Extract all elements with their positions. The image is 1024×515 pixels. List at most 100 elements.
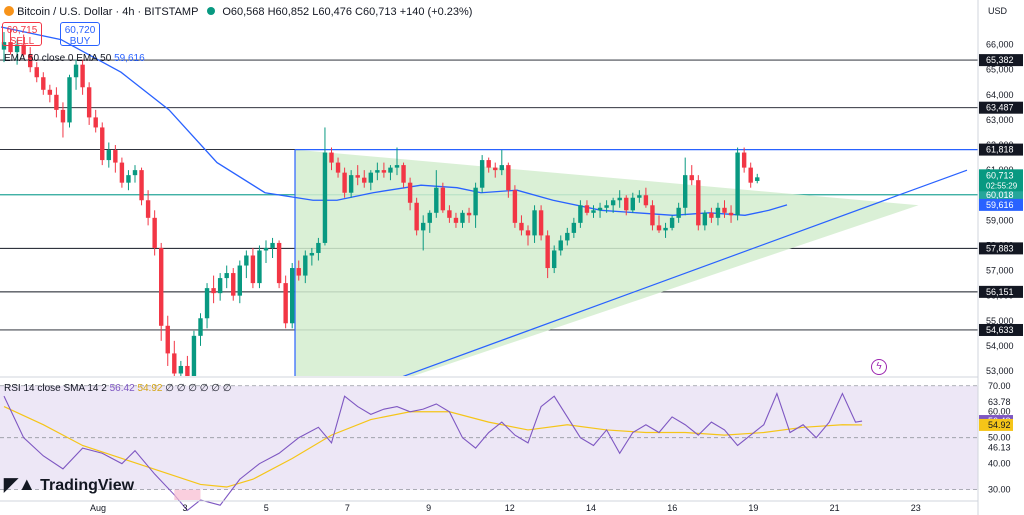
candle-body <box>21 44 26 55</box>
candle <box>434 170 439 218</box>
candle-body <box>460 212 465 223</box>
candle <box>624 195 629 216</box>
candle-body <box>728 212 734 216</box>
candle-body <box>139 170 144 201</box>
candle-body <box>34 67 39 78</box>
candle <box>335 157 341 178</box>
candle-body <box>401 165 406 183</box>
candle-body <box>558 240 563 251</box>
candle-body <box>447 210 452 218</box>
candle-body <box>348 175 354 193</box>
time-tick-label: 16 <box>667 503 677 513</box>
candle <box>152 210 157 256</box>
candle-body <box>388 167 393 173</box>
candle <box>159 242 164 341</box>
candle-body <box>250 255 256 284</box>
rsi-tick-label: 70.00 <box>988 381 1011 391</box>
candle <box>113 145 118 173</box>
candle <box>421 215 426 251</box>
lightning-icon[interactable]: ϟ <box>871 359 887 375</box>
candle-body <box>290 268 295 324</box>
candle <box>571 217 577 238</box>
level-label-box <box>979 143 1023 156</box>
candle <box>34 62 39 83</box>
candle-body <box>309 252 315 256</box>
tradingview-logo: ◤▲ TradingView <box>4 474 134 495</box>
candle <box>60 102 66 138</box>
candle-body <box>126 175 131 183</box>
candle-body <box>303 255 308 276</box>
price-tick-label: 65,000 <box>986 65 1014 75</box>
candle-body <box>722 207 727 213</box>
price-tick-label: 57,000 <box>986 266 1014 276</box>
time-tick-label: 5 <box>264 503 269 513</box>
candle <box>257 245 262 289</box>
price-tick-label: 64,000 <box>986 90 1014 100</box>
candle-body <box>538 210 544 236</box>
candle-body <box>86 87 92 118</box>
ema-value-text: 59,616 <box>986 200 1014 210</box>
candle-body <box>172 353 177 374</box>
candle <box>67 74 72 128</box>
price-tick-label: 53,000 <box>986 366 1014 376</box>
candle <box>427 210 432 233</box>
candle-body <box>427 212 432 223</box>
candle <box>244 250 249 279</box>
sell-button[interactable]: 60,715 SELL <box>2 22 42 47</box>
ascending-triangle <box>294 148 978 376</box>
candle-body <box>683 175 688 208</box>
ema-legend[interactable]: EMA 50 close 0 EMA 50 59,616 <box>4 53 145 64</box>
symbol-title[interactable]: Bitcoin / U.S. Dollar · 4h · BITSTAMP <box>17 6 199 18</box>
candle-body <box>676 207 681 218</box>
candle <box>362 170 367 188</box>
level-label-box <box>979 242 1023 255</box>
candle <box>630 192 635 213</box>
candle-body <box>185 365 190 376</box>
currency-label[interactable]: USD <box>988 6 1008 16</box>
candle <box>185 355 190 376</box>
candle-body <box>741 152 747 168</box>
candle <box>453 212 459 228</box>
candle-body <box>106 150 111 161</box>
rsi-legend[interactable]: RSI 14 close SMA 14 2 56.42 54.92 ∅ ∅ ∅ … <box>4 383 231 394</box>
candle <box>348 170 354 198</box>
candle <box>303 250 308 284</box>
time-tick-label: 9 <box>426 503 431 513</box>
candle <box>316 237 321 261</box>
candle-body <box>466 212 472 216</box>
candle <box>322 127 328 246</box>
candle-body <box>119 162 125 183</box>
ema-legend-label: EMA 50 close 0 EMA 50 <box>4 53 112 64</box>
triangle-fill <box>295 149 919 376</box>
candle <box>224 265 229 289</box>
candle <box>381 162 387 178</box>
candle <box>466 207 472 223</box>
candle <box>231 268 236 301</box>
candle <box>486 157 491 173</box>
candle-body <box>584 205 590 213</box>
candle <box>473 182 478 228</box>
buy-button[interactable]: 60,720 BUY <box>60 22 100 47</box>
candle <box>696 175 701 231</box>
candle <box>637 190 642 203</box>
level-label-box <box>979 101 1023 114</box>
time-tick-label: 23 <box>911 503 921 513</box>
candle <box>702 210 708 231</box>
candle-body <box>80 64 85 88</box>
time-tick-label: 12 <box>505 503 515 513</box>
candle-body <box>552 250 557 269</box>
rsi-legend-empty-values: ∅ ∅ ∅ ∅ ∅ ∅ <box>165 383 232 394</box>
candle-body <box>152 217 157 248</box>
candle <box>663 222 668 238</box>
candle-body <box>663 227 668 231</box>
candle-body <box>8 42 13 53</box>
candle <box>401 162 406 188</box>
candle <box>126 170 131 191</box>
candle <box>80 59 85 95</box>
rsi-line <box>3 392 863 512</box>
rsi-tick-label: 50.00 <box>988 433 1011 443</box>
candle-body <box>342 172 347 193</box>
level-label-text: 61,818 <box>986 145 1014 155</box>
candle <box>715 202 721 226</box>
